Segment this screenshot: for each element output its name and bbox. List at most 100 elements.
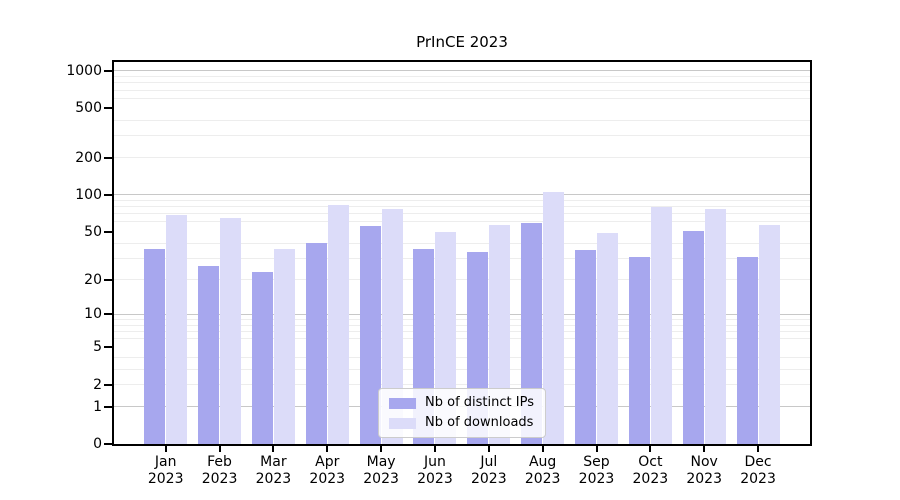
gridline-minor-4 [114, 356, 810, 358]
x-tick-label-may: May 2023 [349, 454, 413, 488]
y-tick-label-500: 500 [75, 100, 102, 117]
y-tick-50 [104, 230, 112, 233]
y-tick-10 [104, 313, 112, 316]
x-tick-year-jul: 2023 [470, 471, 507, 487]
legend-label-nb-of-distinct-ips: Nb of distinct IPs [425, 395, 534, 410]
x-tick-year-apr: 2023 [309, 471, 346, 487]
y-tick-0 [104, 443, 112, 445]
x-tick-label-oct: Oct 2023 [618, 454, 682, 488]
gridline-minor-80 [114, 206, 810, 208]
y-tick-5 [104, 346, 112, 349]
gridline-major-1000 [114, 70, 810, 72]
x-tick-oct [649, 445, 652, 452]
legend-swatch-nb-of-downloads [389, 417, 417, 429]
x-tick-sep [595, 445, 598, 452]
axis-spine-bottom [112, 444, 812, 446]
legend-label-nb-of-downloads: Nb of downloads [425, 415, 534, 430]
chart-title: PrInCE 2023 [416, 33, 508, 51]
x-tick-label-feb: Feb 2023 [188, 454, 252, 488]
gridline-minor-800 [114, 82, 810, 84]
bar-nb-of-downloads-jan-2023 [166, 215, 188, 444]
bar-nb-of-downloads-sep-2023 [597, 232, 618, 444]
gridline-minor-900 [114, 75, 810, 77]
x-tick-month-jul: Jul [480, 454, 498, 470]
x-tick-month-aug: Aug [528, 454, 557, 470]
gridline-minor-2 [114, 384, 810, 386]
bar-nb-of-downloads-apr-2023 [327, 205, 349, 444]
x-tick-feb [218, 445, 221, 452]
gridline-minor-40 [114, 242, 810, 244]
x-tick-year-mar: 2023 [255, 471, 292, 487]
x-tick-month-jun: Jun [424, 454, 446, 470]
gridline-minor-30 [114, 258, 810, 259]
y-tick-1000 [104, 69, 112, 72]
bar-nb-of-distinct-ips-feb-2023 [198, 265, 220, 444]
y-tick-label-20: 20 [84, 271, 102, 288]
x-tick-may [380, 445, 383, 452]
gridline-minor-200 [114, 157, 810, 159]
x-tick-label-jan: Jan 2023 [134, 454, 198, 488]
x-tick-month-apr: Apr [315, 454, 340, 470]
bar-nb-of-downloads-aug-2023 [543, 192, 565, 444]
y-tick-label-0: 0 [93, 436, 102, 452]
x-tick-label-sep: Sep 2023 [565, 454, 629, 488]
axis-spine-right [810, 60, 812, 446]
y-tick-100 [104, 193, 112, 196]
x-tick-jul [487, 445, 490, 452]
x-tick-month-mar: Mar [260, 454, 287, 470]
gridline-minor-60 [114, 221, 810, 223]
x-tick-month-feb: Feb [207, 454, 232, 470]
bar-nb-of-distinct-ips-dec-2023 [736, 256, 758, 444]
gridline-minor-9 [114, 319, 810, 321]
y-tick-label-1: 1 [93, 398, 102, 415]
x-tick-month-oct: Oct [638, 454, 663, 470]
bar-nb-of-downloads-oct-2023 [650, 207, 672, 444]
x-tick-label-nov: Nov 2023 [672, 454, 736, 488]
bar-nb-of-downloads-feb-2023 [220, 217, 242, 444]
x-tick-year-jun: 2023 [417, 471, 453, 487]
x-tick-label-jul: Jul 2023 [457, 454, 521, 488]
x-tick-aug [541, 445, 544, 452]
gridline-minor-300 [114, 135, 810, 137]
gridline-minor-90 [114, 199, 810, 201]
plot-area: Nb of distinct IPs Nb of downloads 0 1 2 5 10… [66, 60, 812, 487]
y-tick-2 [104, 383, 112, 386]
y-tick-label-200: 200 [75, 149, 102, 166]
x-tick-year-sep: 2023 [578, 471, 615, 487]
x-tick-label-aug: Aug 2023 [511, 454, 575, 488]
x-tick-label-apr: Apr 2023 [295, 454, 359, 488]
y-tick-label-1000: 1000 [66, 62, 102, 79]
gridline-minor-600 [114, 97, 810, 99]
x-tick-year-aug: 2023 [524, 471, 561, 487]
x-tick-month-may: May [366, 454, 396, 470]
legend-row-nb-of-distinct-ips: Nb of distinct IPs [389, 395, 534, 411]
bar-nb-of-distinct-ips-apr-2023 [305, 243, 327, 444]
legend: Nb of distinct IPs Nb of downloads [378, 388, 546, 438]
x-tick-label-jun: Jun 2023 [403, 454, 467, 488]
x-tick-year-nov: 2023 [686, 471, 722, 487]
x-tick-month-nov: Nov [690, 454, 718, 470]
gridline-minor-3 [114, 368, 810, 370]
x-tick-year-oct: 2023 [632, 471, 669, 487]
y-tick-label-5: 5 [93, 339, 102, 356]
gridline-major-10 [114, 313, 810, 315]
gridline-minor-6 [114, 338, 810, 340]
gridline-minor-8 [114, 324, 810, 326]
x-tick-month-sep: Sep [583, 454, 610, 470]
y-tick-label-50: 50 [84, 223, 102, 240]
legend-row-nb-of-downloads: Nb of downloads [389, 415, 534, 431]
gridline-minor-700 [114, 89, 810, 91]
y-tick-20 [104, 278, 112, 281]
axis-spine-left [112, 60, 114, 446]
x-tick-year-dec: 2023 [740, 471, 776, 487]
y-tick-label-100: 100 [75, 186, 102, 203]
bar-nb-of-downloads-may-2023 [381, 209, 403, 444]
x-tick-year-feb: 2023 [201, 471, 238, 487]
x-tick-label-dec: Dec 2023 [726, 454, 790, 488]
x-tick-month-dec: Dec [744, 454, 772, 470]
y-tick-500 [104, 107, 112, 110]
x-tick-jan [164, 445, 167, 452]
y-tick-label-2: 2 [93, 376, 102, 393]
bar-nb-of-downloads-dec-2023 [758, 224, 780, 444]
x-tick-label-mar: Mar 2023 [241, 454, 305, 488]
